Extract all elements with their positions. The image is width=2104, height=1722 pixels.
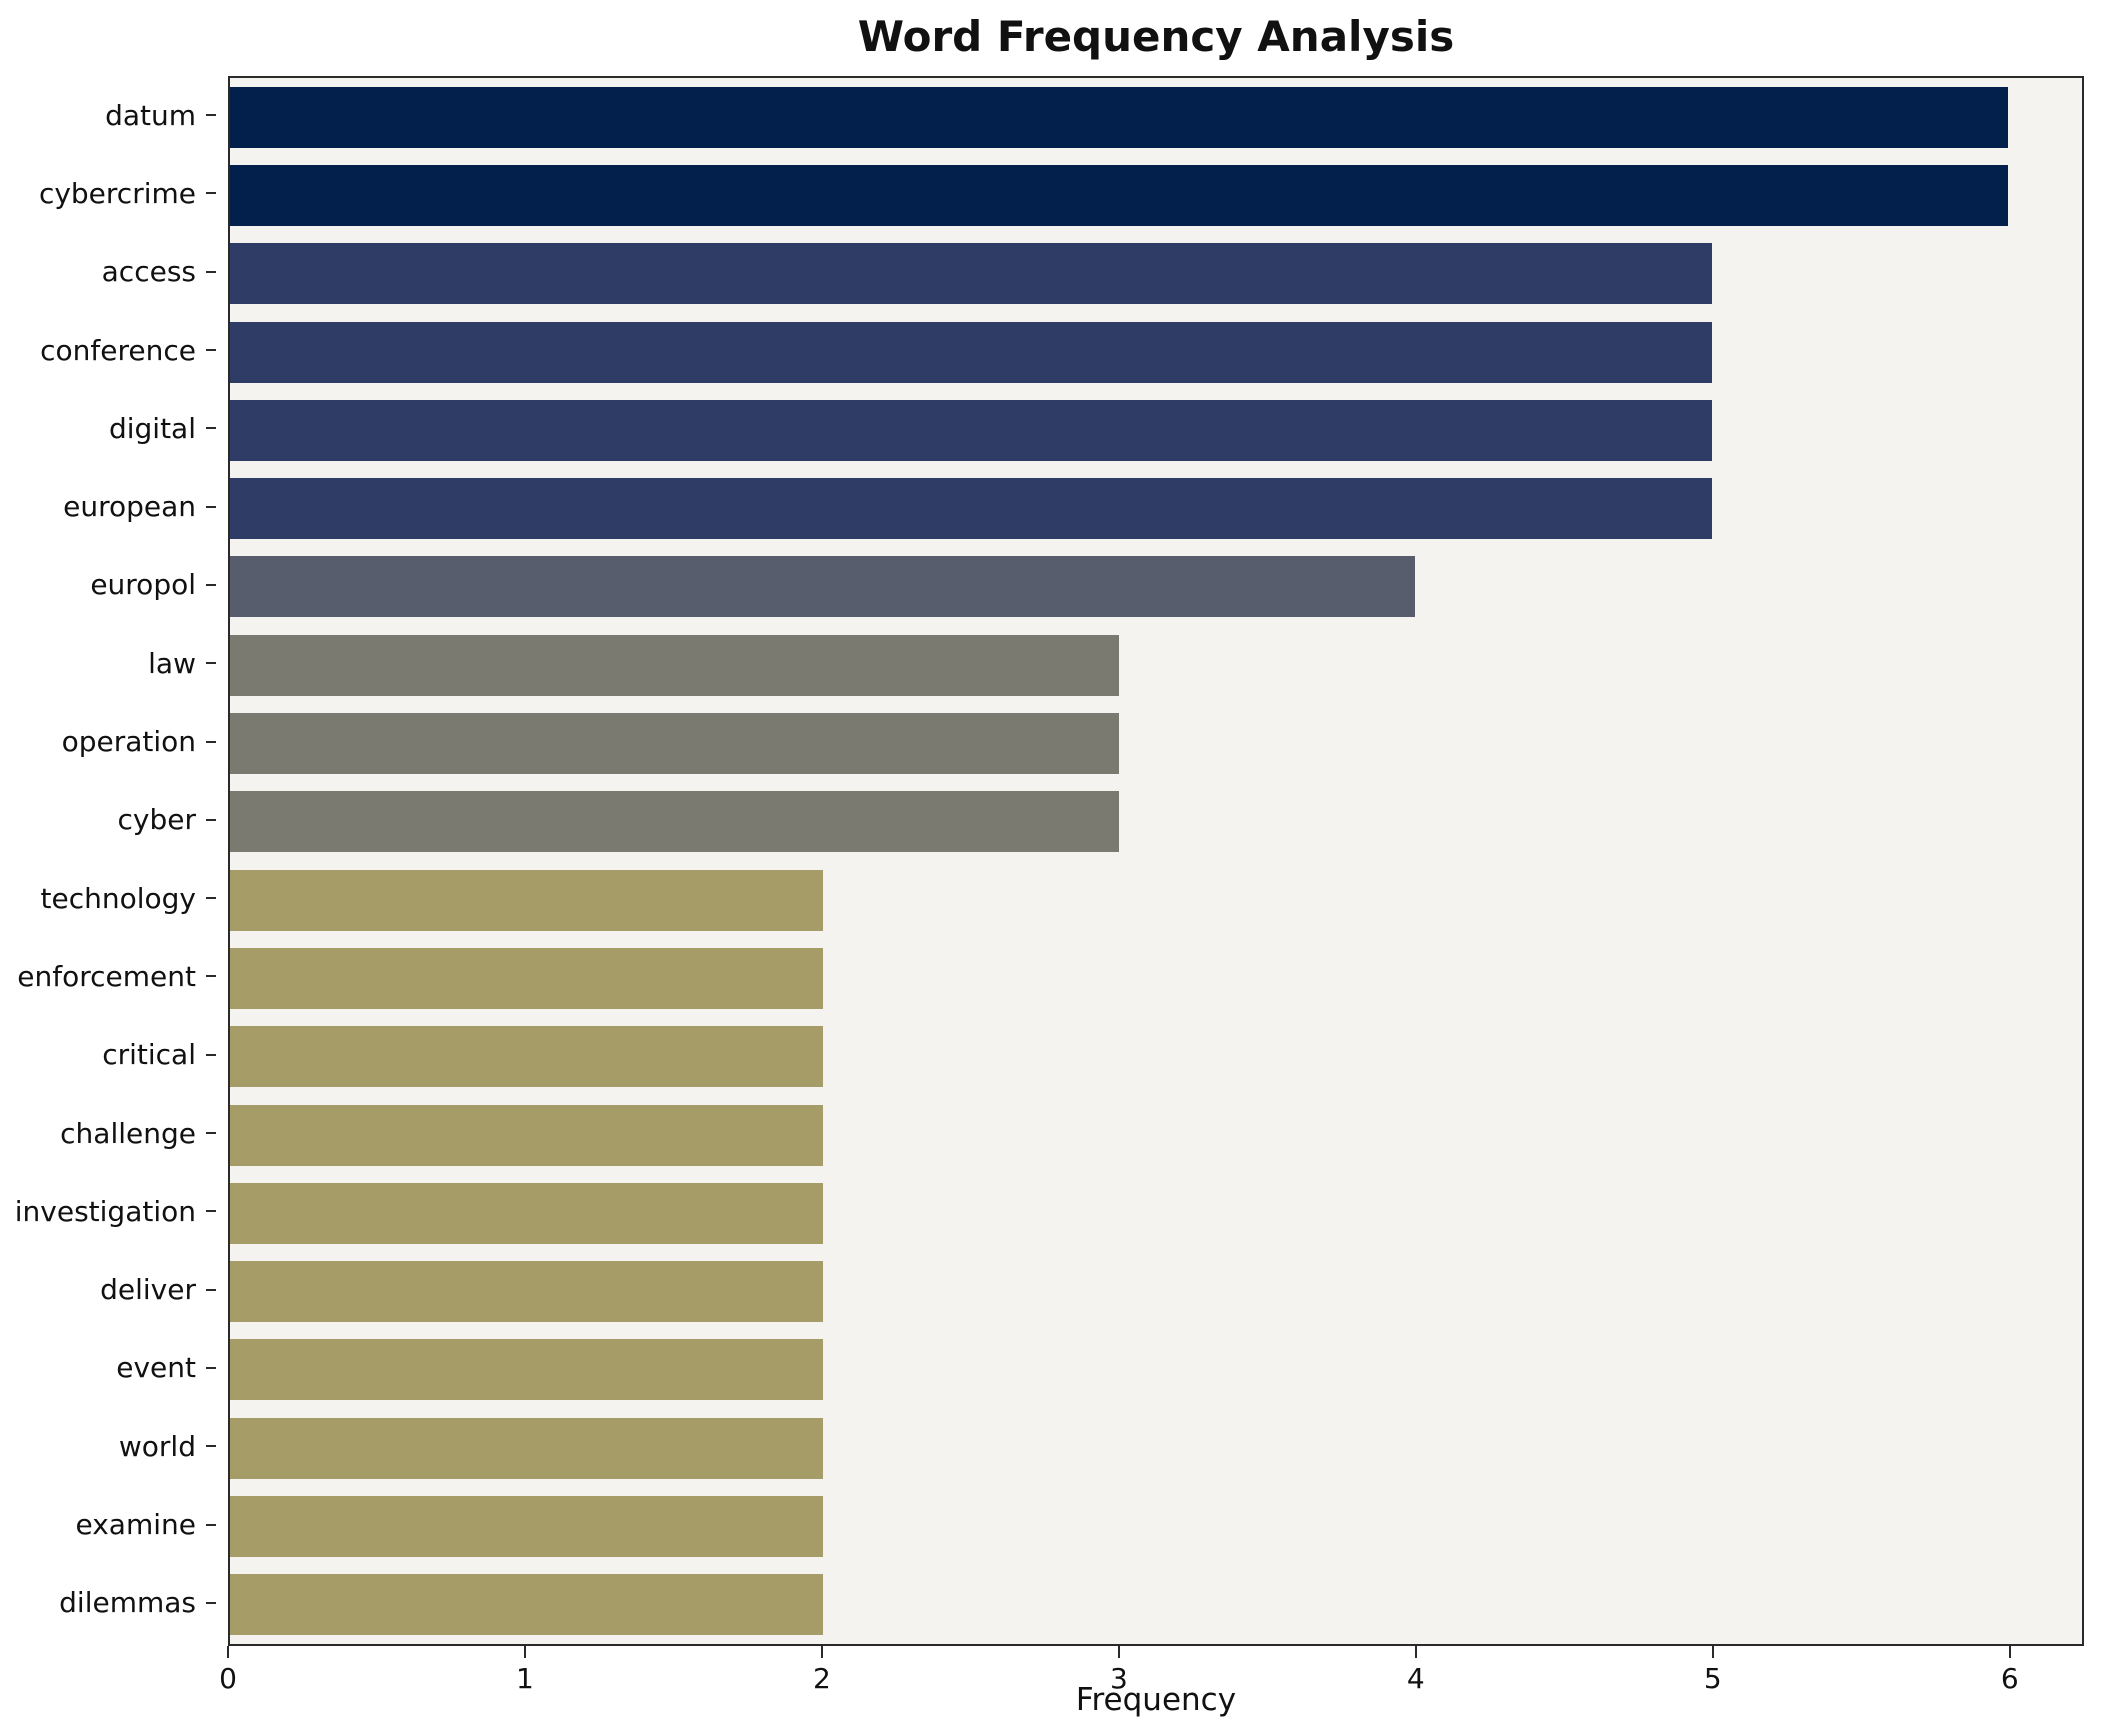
y-tick-label: european [63,490,196,524]
bar-deliver [230,1261,823,1323]
y-tick-label: law [148,646,196,680]
y-tick-mark [206,1053,216,1056]
x-tick-mark [227,1646,229,1658]
x-tick-label: 5 [1703,1662,1722,1695]
y-tick-mark [206,662,216,665]
y-tick-mark [206,1288,216,1291]
y-tick-mark [206,740,216,743]
y-tick-mark [206,818,216,821]
y-tick-mark [206,1132,216,1135]
bar-datum [230,86,2008,148]
y-tick-label: event [116,1351,196,1385]
x-axis-label: Frequency [1075,1682,1237,1718]
y-tick-mark [206,1445,216,1448]
x-tick-label: 6 [2000,1662,2019,1695]
bar-world [230,1417,823,1479]
x-tick-label: 0 [219,1662,237,1695]
y-tick-label: cyber [117,803,196,837]
y-tick-label: cybercrime [38,176,196,210]
bar-law [230,634,1119,696]
y-tick-mark [206,192,216,195]
bar-challenge [230,1104,823,1166]
x-tick-mark [2008,1646,2011,1658]
bar-examine [230,1496,823,1558]
y-tick-mark [206,1601,216,1604]
y-tick-label: digital [108,411,196,445]
x-tick-label: 2 [812,1662,831,1695]
y-tick-mark [206,1210,216,1213]
bar-critical [230,1026,823,1088]
y-tick-mark [206,427,216,430]
x-tick-mark [1711,1646,1714,1658]
bar-digital [230,399,1712,461]
y-tick-mark [206,975,216,978]
x-tick-label: 1 [516,1662,534,1695]
bar-dilemmas [230,1574,823,1636]
y-tick-label: critical [102,1038,196,1072]
y-tick-label: technology [40,881,196,915]
y-tick-label: conference [40,333,196,367]
bar-technology [230,869,823,931]
y-tick-mark [206,583,216,586]
y-tick-label: access [101,255,196,289]
y-tick-label: examine [75,1508,197,1542]
x-tick-mark [523,1646,526,1658]
x-tick-label: 4 [1406,1662,1425,1695]
plot-area [228,76,2084,1646]
bar-cybercrime [230,164,2008,226]
y-tick-label: enforcement [17,959,196,993]
y-tick-mark [206,1366,216,1369]
bar-access [230,243,1712,305]
bar-enforcement [230,947,823,1009]
x-axis: 0 1 2 3 4 5 6 [219,1646,2084,1706]
y-axis: datum cybercrime access conference digital eu… [0,76,216,1646]
bar-european [230,478,1712,540]
y-tick-label: operation [61,725,196,759]
y-tick-mark [206,349,216,352]
y-tick-label: europol [90,568,196,602]
x-tick-mark [1117,1646,1120,1658]
y-tick-label: investigation [14,1194,196,1228]
bar-cyber [230,791,1119,853]
y-tick-label: deliver [100,1273,196,1307]
y-tick-label: world [118,1429,196,1463]
chart-title: Word Frequency Analysis [857,12,1455,61]
y-tick-mark [206,114,216,117]
y-tick-label: dilemmas [59,1586,196,1620]
y-tick-mark [206,505,216,508]
y-tick-mark [206,270,216,273]
y-tick-label: datum [105,98,196,132]
bar-europol [230,556,1416,618]
bar-operation [230,713,1119,775]
y-tick-mark [206,897,216,900]
x-tick-mark [820,1646,823,1658]
y-tick-mark [206,1523,216,1526]
y-tick-label: challenge [60,1116,196,1150]
x-tick-mark [1414,1646,1417,1658]
bar-investigation [230,1182,823,1244]
bar-conference [230,321,1712,383]
bar-event [230,1339,823,1401]
x-tick-label: 3 [1109,1662,1128,1695]
